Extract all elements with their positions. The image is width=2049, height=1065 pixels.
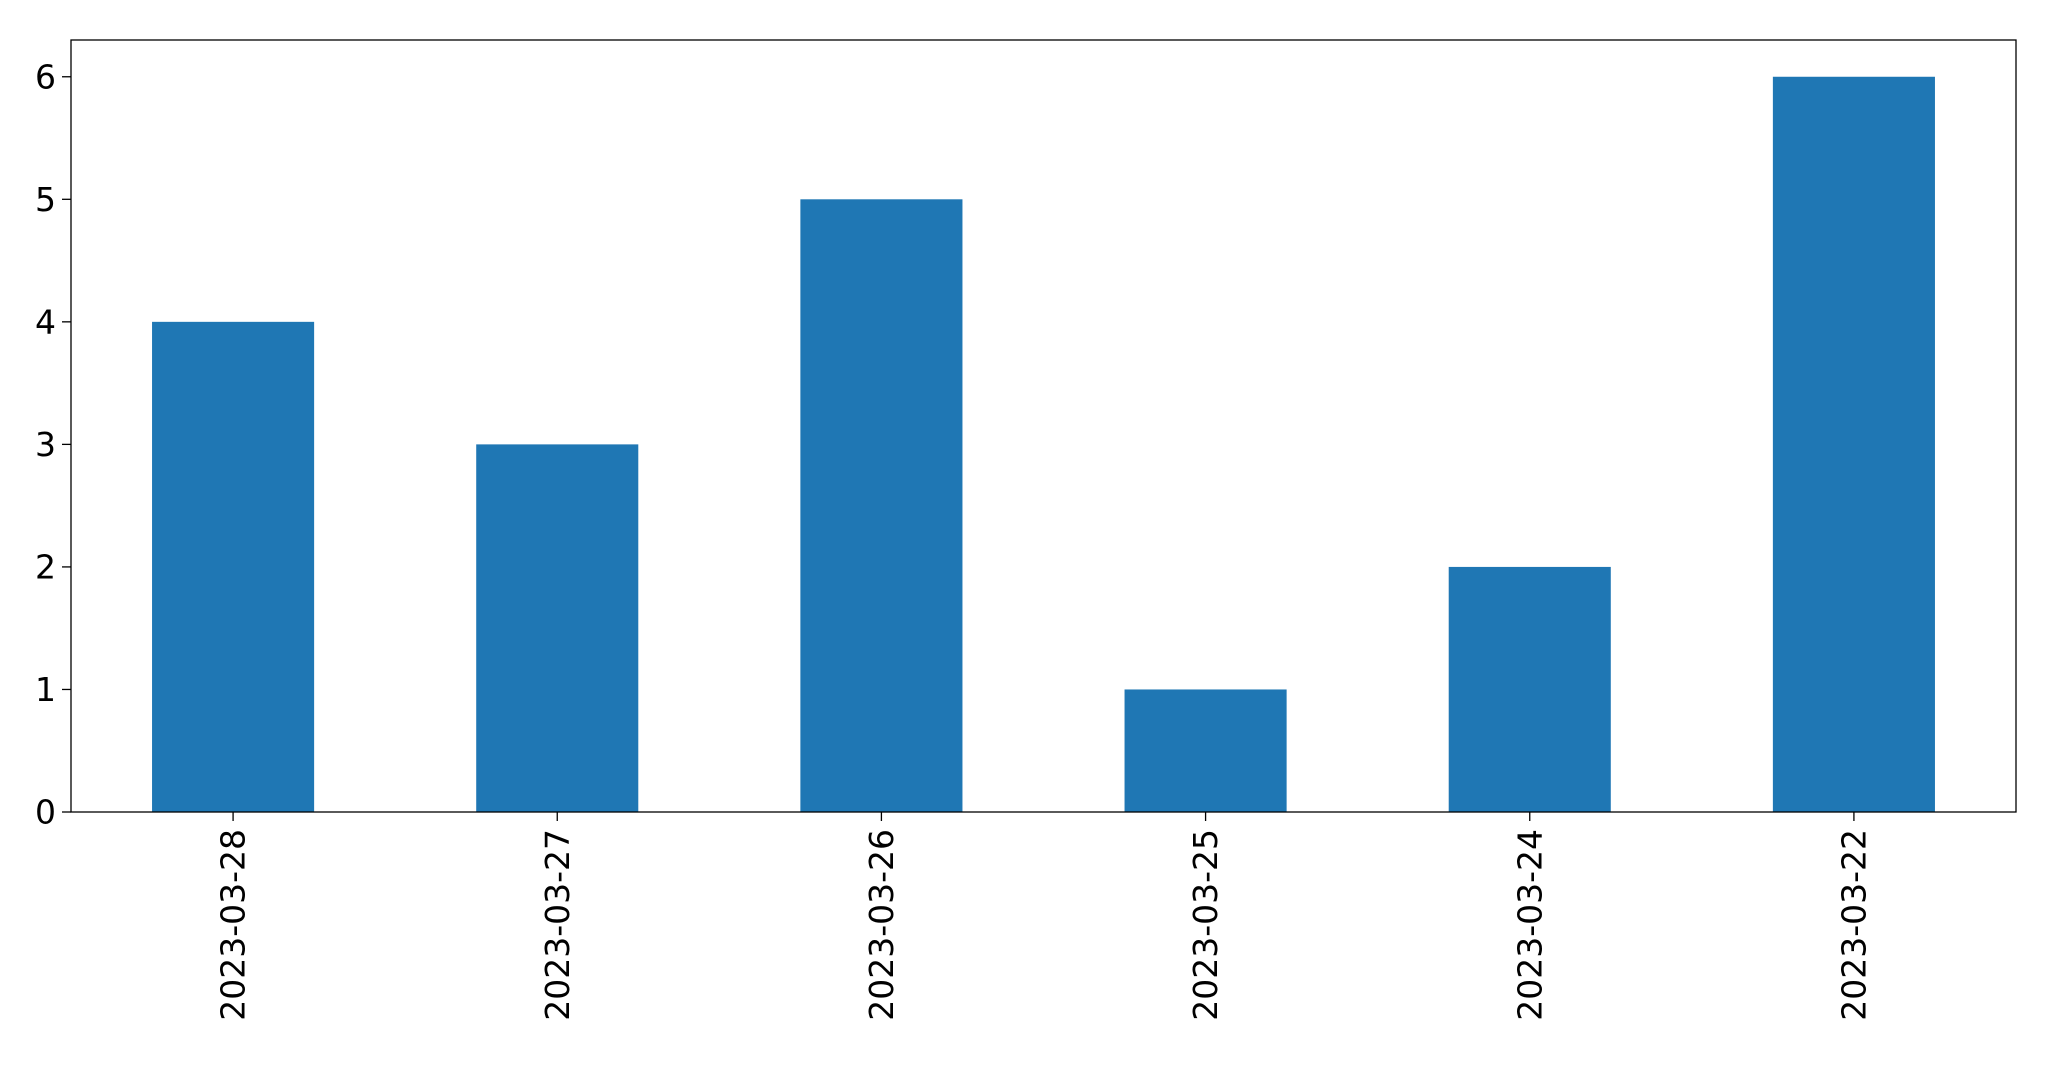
x-tick-label: 2023-03-27	[538, 829, 577, 1021]
x-tick-label: 2023-03-24	[1510, 829, 1549, 1021]
x-axis: 2023-03-28 2023-03-27 2023-03-26 2023-03-25…	[214, 812, 1873, 1021]
bar-2023-03-28	[152, 321, 315, 812]
plot-frame	[70, 39, 2017, 813]
y-tick-label: 6	[35, 57, 56, 96]
y-tick-label: 5	[35, 180, 56, 219]
y-tick-label: 4	[35, 302, 56, 341]
bars-group	[152, 76, 1935, 813]
y-tick-label: 0	[35, 793, 56, 832]
bar-2023-03-22	[1772, 76, 1935, 812]
x-tick-label: 2023-03-22	[1834, 829, 1873, 1021]
y-tick-label: 2	[35, 547, 56, 586]
bar-2023-03-25	[1124, 689, 1287, 812]
y-axis: 0 1 2 3 4 5 6	[35, 57, 71, 832]
bar-2023-03-27	[476, 444, 639, 812]
x-tick-label: 2023-03-28	[214, 829, 253, 1021]
x-tick-label: 2023-03-25	[1186, 829, 1225, 1021]
y-tick-label: 1	[35, 670, 56, 709]
x-tick-label: 2023-03-26	[862, 829, 901, 1021]
y-tick-label: 3	[35, 425, 56, 464]
bar-2023-03-26	[800, 199, 963, 813]
bar-2023-03-24	[1448, 566, 1611, 812]
